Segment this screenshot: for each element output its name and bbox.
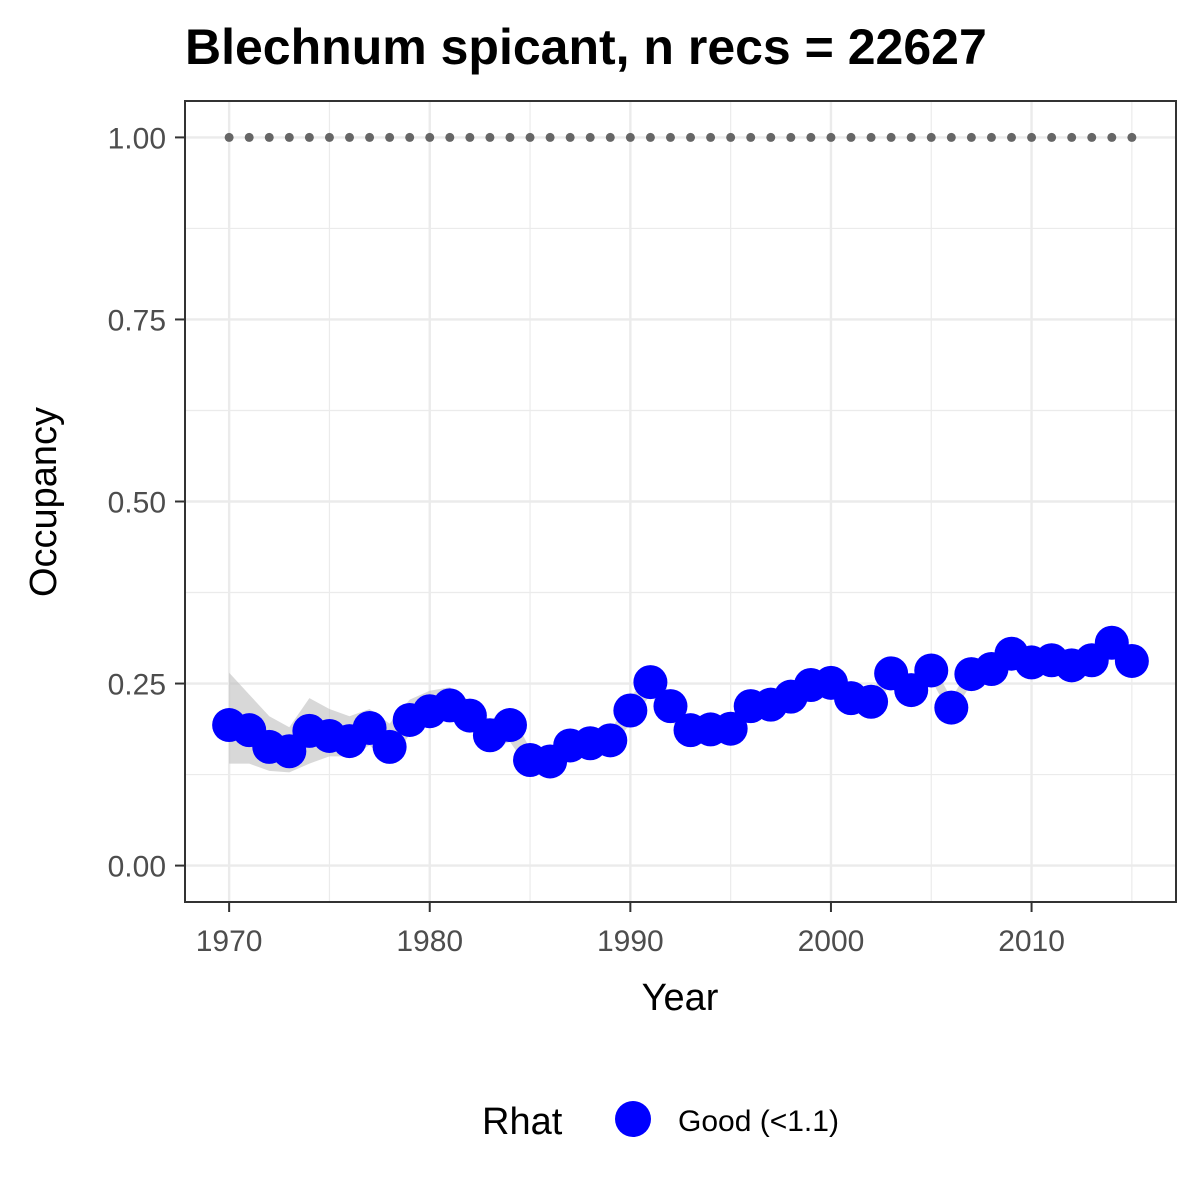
reference-point [826,132,836,142]
reference-point [926,132,936,142]
y-axis-title: Occupancy [23,407,65,597]
reference-point [485,132,495,142]
reference-point [264,132,274,142]
reference-point [605,132,615,142]
x-tick-label: 2000 [798,925,865,958]
occupancy-point [653,689,688,724]
x-axis-title: Year [642,977,719,1019]
reference-point [365,132,375,142]
y-axis: 0.00 0.25 0.50 0.75 1.00 [108,122,185,884]
occupancy-point [854,684,889,719]
occupancy-point [492,708,527,743]
y-tick-label: 0.75 [108,304,166,337]
y-tick-label: 1.00 [108,122,166,155]
occupancy-point [1114,643,1149,678]
reference-point [645,132,655,142]
reference-point [385,132,395,142]
occupancy-point [713,711,748,746]
reference-point [966,132,976,142]
reference-point [1067,132,1077,142]
reference-point [766,132,776,142]
reference-point [565,132,575,142]
x-tick-label: 1990 [597,925,664,958]
y-tick-label: 0.25 [108,669,166,702]
reference-point [625,132,635,142]
reference-point [344,132,354,142]
reference-point [706,132,716,142]
reference-point [866,132,876,142]
reference-point [946,132,956,142]
legend-key-good [615,1101,651,1137]
reference-point [786,132,796,142]
occupancy-point [934,690,969,725]
legend-label-good: Good (<1.1) [678,1105,839,1138]
reference-point [1047,132,1057,142]
occupancy-point [914,653,949,688]
reference-point [1107,132,1117,142]
x-tick-label: 2010 [998,925,1065,958]
y-tick-label: 0.50 [108,487,166,520]
reference-point [585,132,595,142]
reference-point [525,132,535,142]
y-tick-label: 0.00 [108,851,166,884]
occupancy-point [372,729,407,764]
reference-point [405,132,415,142]
reference-point [425,132,435,142]
reference-point [686,132,696,142]
chart-title: Blechnum spicant, n recs = 22627 [185,19,987,75]
reference-point [244,132,254,142]
reference-point [906,132,916,142]
reference-point [1007,132,1017,142]
reference-point [505,132,515,142]
minor-grid [185,101,1176,902]
reference-point [986,132,996,142]
reference-point [746,132,756,142]
reference-point [545,132,555,142]
reference-point [445,132,455,142]
reference-point [726,132,736,142]
x-tick-label: 1970 [196,925,263,958]
x-tick-label: 1980 [396,925,463,958]
x-axis: 1970 1980 1990 2000 2010 [196,902,1065,958]
reference-point [304,132,314,142]
reference-point [324,132,334,142]
reference-point [284,132,294,142]
occupancy-point [593,723,628,758]
reference-points-layer [224,132,1137,142]
reference-point [1127,132,1137,142]
occupancy-point [613,693,648,728]
reference-point [886,132,896,142]
occupancy-points-layer [212,625,1149,779]
occupancy-point [633,665,668,700]
legend-title: Rhat [482,1101,563,1143]
reference-point [846,132,856,142]
reference-point [465,132,475,142]
reference-point [1087,132,1097,142]
reference-point [806,132,816,142]
legend: Rhat Good (<1.1) [482,1101,839,1143]
reference-point [224,132,234,142]
plot-panel [184,100,1177,903]
major-grid [185,101,1176,902]
reference-point [1027,132,1037,142]
reference-point [665,132,675,142]
